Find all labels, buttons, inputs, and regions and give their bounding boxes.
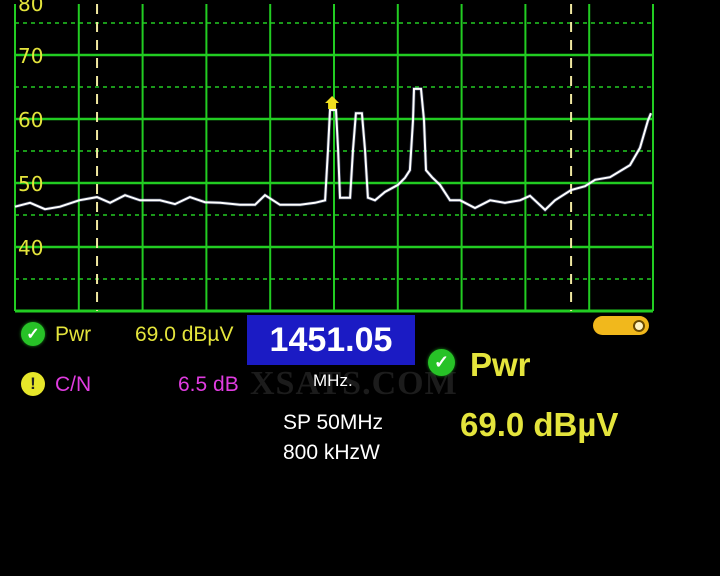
cn-label: C/N xyxy=(55,373,92,396)
exclamation-icon: ! xyxy=(21,372,45,396)
span-label: SP 50MHz xyxy=(283,411,383,434)
frequency-value: 1451.05 xyxy=(269,320,393,359)
y-tick-label: 60 xyxy=(18,108,44,132)
spectrum-trace xyxy=(14,87,652,212)
pwr-value: 69.0 dBµV xyxy=(135,323,234,346)
spectrum-chart xyxy=(14,4,654,313)
y-tick-label: 40 xyxy=(18,236,44,260)
pwr-label: Pwr xyxy=(55,323,92,346)
trace-group xyxy=(14,87,653,213)
watermark: XSATS.COM xyxy=(250,365,458,402)
pwr-big-label: Pwr xyxy=(470,346,531,383)
pwr-big-value: 69.0 dBµV xyxy=(460,406,619,443)
y-tick-label: 70 xyxy=(18,44,44,68)
check-icon: ✓ xyxy=(428,349,455,376)
y-tick-label: 50 xyxy=(18,172,44,196)
frequency-unit: MHz. xyxy=(313,371,353,390)
frequency-field[interactable]: 1451.05 xyxy=(247,315,415,365)
check-icon: ✓ xyxy=(21,322,45,346)
rbw-label: 800 kHzW xyxy=(283,441,380,464)
grid xyxy=(14,4,654,313)
battery-icon xyxy=(593,316,649,335)
marker-icon xyxy=(325,96,340,109)
cn-value: 6.5 dB xyxy=(178,373,239,396)
y-tick-label: 80 xyxy=(18,0,44,16)
